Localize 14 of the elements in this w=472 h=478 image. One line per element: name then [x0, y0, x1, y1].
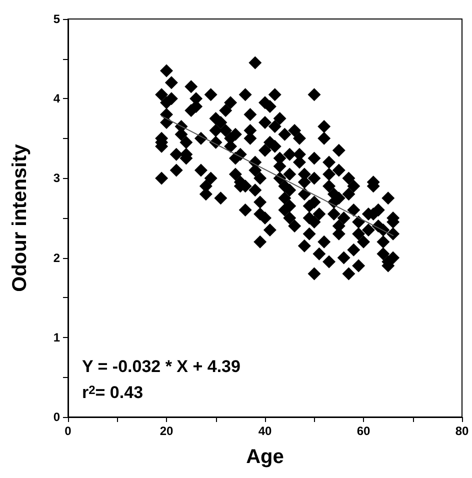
x-tick-label: 60 [356, 424, 370, 438]
x-axis-title: Age [246, 446, 284, 468]
annotation: Y = -0.032 * X + 4.39 [82, 357, 240, 376]
y-axis-title: Odour intensity [9, 143, 31, 292]
x-tick-label: 40 [258, 424, 272, 438]
x-tick-label: 0 [64, 424, 72, 438]
x-tick-label: 80 [455, 424, 469, 438]
y-tick-label: 4 [53, 92, 60, 106]
y-tick-label: 1 [53, 330, 60, 344]
y-tick-label: 5 [53, 12, 60, 26]
y-tick-label: 3 [53, 171, 60, 186]
y-tick-label: 0 [53, 410, 60, 424]
x-tick-label: 20 [160, 424, 174, 438]
y-tick-label: 2 [53, 250, 60, 265]
